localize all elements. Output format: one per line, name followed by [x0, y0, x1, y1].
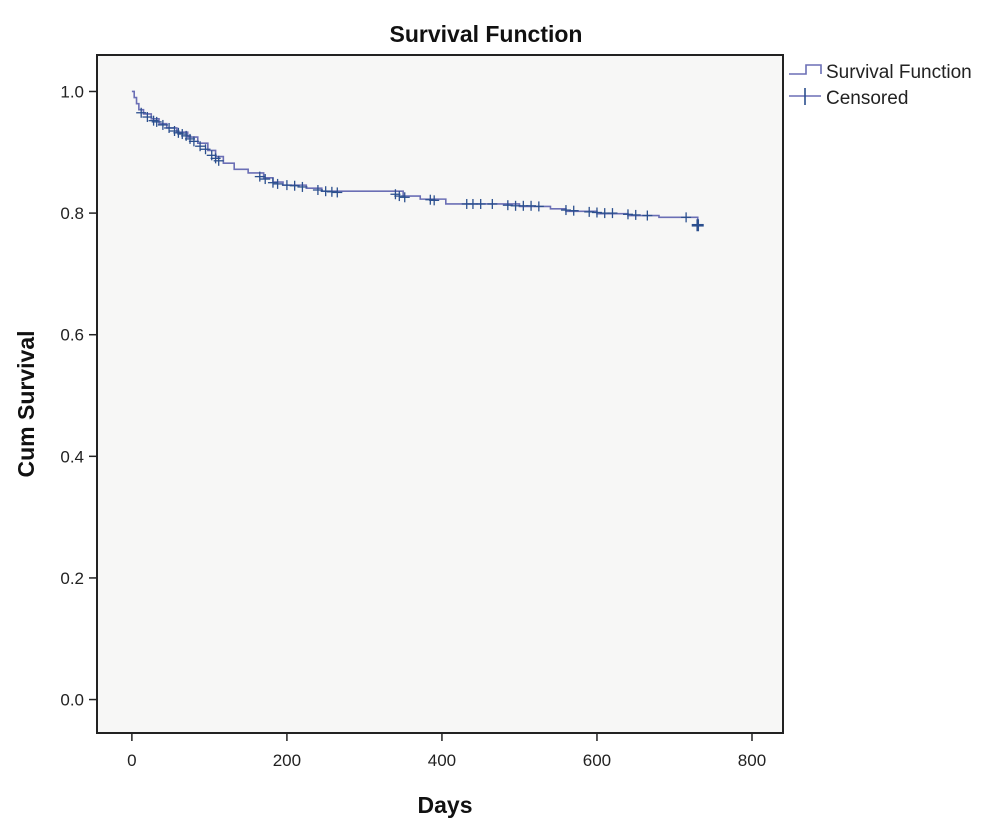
x-tick-label: 600 [583, 751, 611, 770]
censored-mark [681, 212, 692, 223]
censored-mark [142, 112, 153, 123]
y-tick-label: 0.0 [60, 691, 84, 710]
censored-mark [260, 174, 271, 185]
censored-mark [312, 184, 323, 195]
censored-mark [272, 178, 283, 189]
censored-mark [188, 136, 199, 147]
censored-mark [642, 210, 653, 221]
censored-mark [297, 181, 308, 192]
x-axis-ticks: 0 200 400 600 800 [127, 733, 766, 770]
censored-mark [399, 192, 410, 203]
x-tick-label: 800 [738, 751, 766, 770]
chart-title: Survival Function [390, 21, 583, 47]
legend-label-survival-function: Survival Function [826, 62, 972, 83]
censored-mark [332, 187, 343, 198]
censored-mark [475, 198, 486, 209]
censored-mark [630, 209, 641, 220]
censored-marks [136, 107, 704, 232]
censored-mark [136, 107, 147, 118]
x-tick-label: 200 [273, 751, 301, 770]
y-tick-label: 0.4 [60, 447, 84, 466]
censored-mark [533, 201, 544, 212]
legend-step-line-icon [789, 64, 822, 75]
censored-mark [429, 195, 440, 206]
censored-mark [200, 144, 211, 155]
censored-mark [254, 171, 265, 182]
y-axis-ticks: 0.0 0.2 0.4 0.6 0.8 1.0 [60, 82, 97, 710]
y-tick-label: 0.2 [60, 569, 84, 588]
censored-mark [213, 155, 224, 166]
x-axis-label: Days [418, 792, 473, 818]
censored-mark [568, 205, 579, 216]
censored-mark [607, 208, 618, 219]
x-tick-label: 400 [428, 751, 456, 770]
y-tick-label: 0.8 [60, 204, 84, 223]
y-tick-label: 0.6 [60, 326, 84, 345]
censored-mark [691, 219, 704, 232]
censored-mark [164, 122, 175, 133]
legend: Survival Function Censored [789, 62, 972, 109]
censored-mark [157, 119, 168, 130]
legend-label-censored: Censored [826, 88, 908, 109]
censored-mark [394, 191, 405, 202]
censored-mark [487, 198, 498, 209]
y-tick-label: 1.0 [60, 82, 84, 101]
censored-mark [289, 180, 300, 191]
censored-mark [267, 177, 278, 188]
censored-mark [195, 141, 206, 152]
plot-area [96, 54, 784, 734]
x-tick-label: 0 [127, 751, 136, 770]
survival-function-line [131, 90, 699, 226]
y-axis-label: Cum Survival [13, 331, 39, 478]
censored-mark [151, 116, 162, 127]
